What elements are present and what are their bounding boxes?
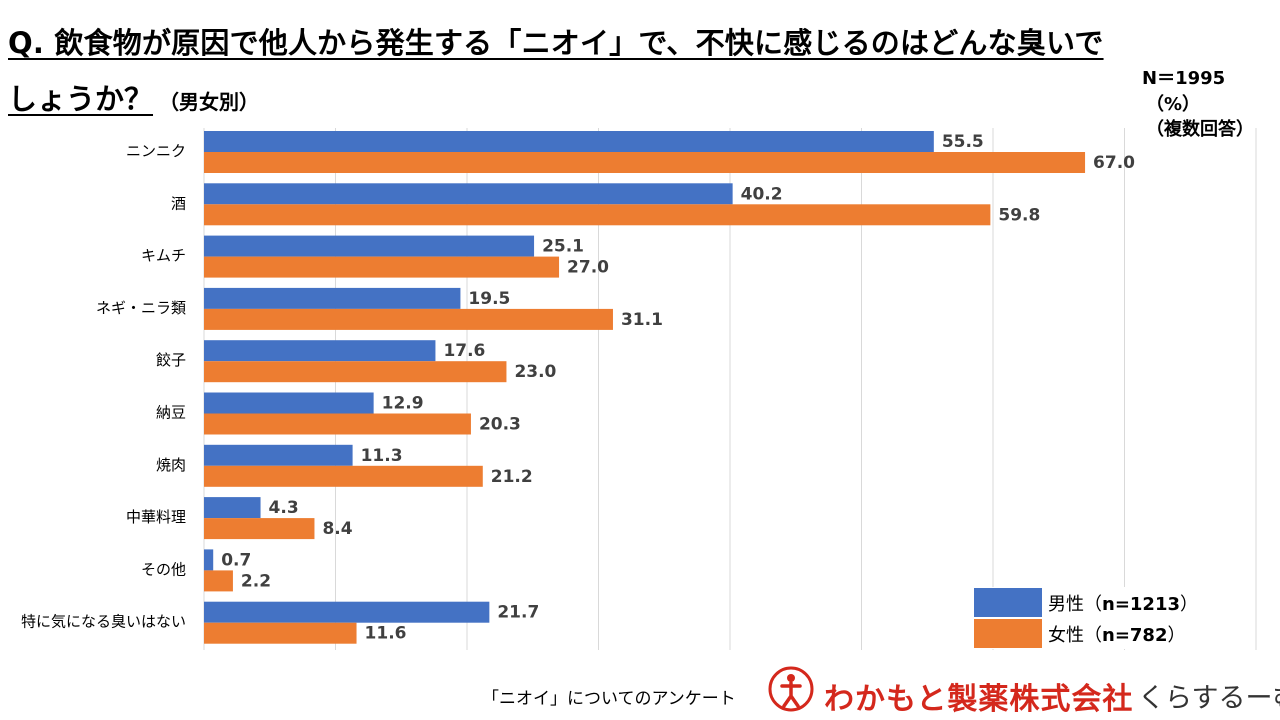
chart-title-line1: Q. 飲食物が原因で他人から発生する「ニオイ」で、不快に感じるのはどんな臭いで	[8, 26, 1104, 60]
data-label-male: 11.3	[361, 446, 403, 466]
data-label-male: 25.1	[542, 237, 584, 257]
bar-female	[204, 570, 233, 592]
bar-male	[204, 287, 461, 309]
category-label: ニンニク	[126, 142, 186, 160]
data-label-male: 55.5	[942, 132, 984, 152]
category-label: 酒	[171, 194, 186, 212]
bar-female	[204, 152, 1086, 173]
data-label-female: 67.0	[1093, 153, 1135, 173]
data-label-female: 2.2	[241, 571, 271, 591]
category-label: 納豆	[156, 404, 186, 422]
category-label: キムチ	[141, 247, 186, 265]
data-label-female: 21.2	[491, 467, 533, 487]
bar-female	[204, 518, 315, 540]
legend-close-female: ）	[1167, 624, 1186, 646]
bar-male	[204, 235, 535, 257]
bar-male	[204, 183, 733, 205]
brand-name: くらするーむ	[1138, 683, 1280, 714]
data-label-female: 59.8	[998, 205, 1040, 225]
legend: 男性（n=1213） 女性（n=782）	[974, 587, 1212, 649]
bar-male	[204, 392, 374, 414]
legend-n-female: n=782	[1102, 624, 1168, 646]
category-label: 中華料理	[126, 508, 186, 526]
category-label: 焼肉	[156, 456, 186, 474]
company-name: わかもと製薬株式会社	[824, 682, 1134, 717]
data-label-male: 12.9	[382, 394, 424, 414]
legend-label-female: 女性（	[1048, 624, 1102, 646]
category-label: 餃子	[156, 351, 186, 369]
bar-female	[204, 622, 357, 644]
survey-caption: 「ニオイ」についてのアンケート	[482, 689, 736, 709]
bar-male	[204, 340, 436, 362]
legend-item-male: 男性（n=1213）	[974, 587, 1212, 618]
data-label-female: 23.0	[514, 362, 556, 382]
bar-male	[204, 497, 261, 519]
data-label-male: 40.2	[741, 184, 783, 204]
company-logo-icon	[768, 666, 814, 712]
bar-male	[204, 131, 934, 152]
legend-label-male: 男性（	[1048, 593, 1102, 615]
data-label-female: 11.6	[365, 624, 407, 644]
data-label-male: 17.6	[443, 341, 485, 361]
data-label-male: 0.7	[221, 550, 251, 570]
legend-item-female: 女性（n=782）	[974, 618, 1212, 649]
bar-female	[204, 465, 483, 487]
bar-male	[204, 601, 490, 623]
chart-title-sub: （男女別）	[159, 90, 260, 114]
data-label-male: 19.5	[468, 289, 510, 309]
data-label-female: 27.0	[567, 258, 609, 278]
legend-swatch-female	[974, 619, 1042, 648]
data-label-male: 4.3	[269, 498, 299, 518]
category-label: その他	[141, 560, 186, 578]
data-label-female: 8.4	[322, 519, 352, 539]
chart-title-line2: しょうか？ （男女別）	[8, 76, 259, 118]
legend-close-male: ）	[1180, 593, 1198, 615]
data-label-male: 21.7	[497, 603, 539, 623]
bar-female	[204, 256, 560, 278]
legend-swatch-male	[974, 588, 1042, 617]
bar-female	[204, 413, 471, 435]
sample-size: N＝1995	[1142, 68, 1226, 89]
bar-female	[204, 204, 991, 226]
bar-female	[204, 308, 613, 330]
bar-male	[204, 549, 214, 571]
bar-female	[204, 361, 507, 383]
category-label: 特に気になる臭いはない	[21, 613, 186, 631]
data-label-female: 31.1	[621, 310, 663, 330]
category-label: ネギ・ニラ類	[96, 299, 186, 317]
bar-male	[204, 444, 353, 466]
data-label-female: 20.3	[479, 415, 521, 435]
chart-title-main: しょうか？	[8, 82, 154, 116]
answer-note: （複数回答）	[1146, 119, 1254, 140]
legend-n-male: n=1213	[1102, 593, 1180, 615]
unit-label: （%）	[1146, 94, 1201, 115]
